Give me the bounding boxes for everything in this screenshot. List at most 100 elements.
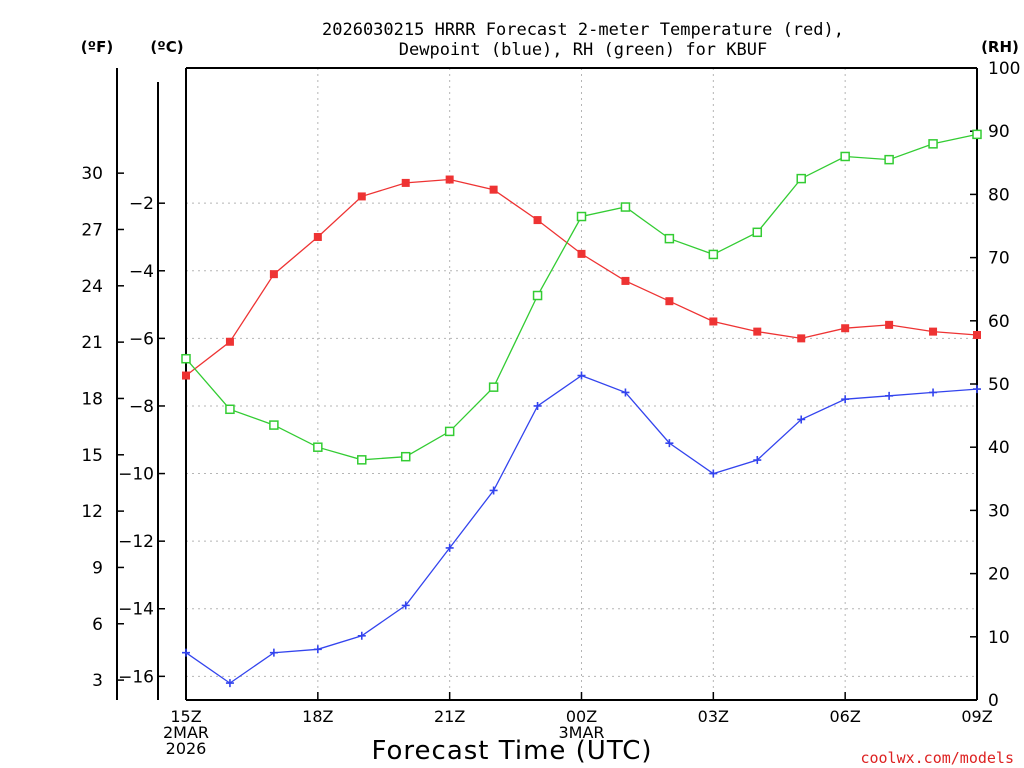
fahrenheit-unit-label: (ºF) xyxy=(81,38,113,56)
rh-point xyxy=(225,404,235,415)
rh-point xyxy=(488,382,499,392)
rh-tick-label: 100 xyxy=(988,59,1020,79)
fahrenheit-tick-label: 27 xyxy=(81,220,103,240)
temperature-point xyxy=(797,334,806,343)
x-tick-label: 2026 xyxy=(166,739,207,758)
fahrenheit-tick-label: 3 xyxy=(92,671,103,691)
rh-tick-label: 0 xyxy=(988,691,999,711)
x-tick-label: 3MAR xyxy=(558,723,604,742)
temperature-point xyxy=(973,330,981,339)
dewpoint-point xyxy=(665,439,674,448)
axes: −16 −14 −12 −10 −8 −6 −4 −2 3 6 9 12 15 18 21 24 27 30 0 10… xyxy=(81,59,1020,758)
temperature-point xyxy=(621,276,630,285)
x-tick-label: 18Z xyxy=(302,707,333,726)
fahrenheit-tick-label: 6 xyxy=(92,615,103,635)
celsius-tick-label: −2 xyxy=(129,194,154,214)
celsius-tick-label: −4 xyxy=(129,262,154,282)
rh-tick-label: 50 xyxy=(988,375,1010,395)
dewpoint-point xyxy=(577,371,586,380)
temperature-point xyxy=(182,371,190,380)
x-tick-label: 06Z xyxy=(830,707,861,726)
celsius-tick-label: −10 xyxy=(118,465,154,485)
chart-title-line-1: 2026030215 HRRR Forecast 2-meter Tempera… xyxy=(322,20,844,40)
rh-point xyxy=(444,426,455,437)
temperature-point xyxy=(269,270,278,279)
dewpoint-point xyxy=(621,388,630,397)
temperature-point xyxy=(533,216,542,225)
fahrenheit-tick-label: 24 xyxy=(81,277,103,297)
temperature-point xyxy=(929,327,938,336)
rh-tick-label: 40 xyxy=(988,438,1010,458)
x-tick-label: 00Z xyxy=(566,707,597,726)
rh-tick-label: 70 xyxy=(988,249,1010,269)
rh-point xyxy=(357,455,367,465)
rh-tick-label: 20 xyxy=(988,565,1010,585)
temperature-point xyxy=(313,232,322,241)
rh-point xyxy=(532,290,543,301)
x-tick-label: 09Z xyxy=(961,707,992,726)
fahrenheit-tick-label: 21 xyxy=(81,333,103,353)
dewpoint-point xyxy=(269,648,278,657)
rh-point xyxy=(181,353,191,364)
fahrenheit-tick-label: 30 xyxy=(81,164,103,184)
gridlines xyxy=(186,68,977,700)
celsius-tick-label: −12 xyxy=(118,532,154,552)
rh-tick-label: 10 xyxy=(988,628,1010,648)
temperature-point xyxy=(489,185,498,194)
temperature-point xyxy=(841,324,850,333)
dewpoint-point xyxy=(533,401,542,410)
temperature-point xyxy=(577,249,586,258)
rh-tick-label: 60 xyxy=(988,312,1010,332)
dewpoint-point xyxy=(313,645,322,654)
rh-point xyxy=(313,442,323,452)
temperature-point xyxy=(401,178,410,187)
dewpoint-point xyxy=(401,601,410,610)
temperature-point xyxy=(445,175,454,184)
rh-point xyxy=(708,249,719,260)
rh-point xyxy=(752,227,763,238)
rh-tick-label: 80 xyxy=(988,185,1010,205)
dewpoint-point xyxy=(797,415,806,424)
rh-point xyxy=(400,451,411,462)
rh-point xyxy=(269,420,279,430)
rh-point xyxy=(664,233,675,244)
rh-unit-label: (RH) xyxy=(981,38,1019,56)
rh-point xyxy=(884,154,894,165)
dewpoint-point xyxy=(182,648,190,657)
dewpoint-point xyxy=(489,486,498,495)
celsius-tick-label: −14 xyxy=(118,600,154,620)
rh-point xyxy=(576,211,587,222)
temperature-point xyxy=(885,320,894,329)
temperature-point xyxy=(357,192,366,201)
dewpoint-point xyxy=(445,543,454,552)
fahrenheit-tick-label: 9 xyxy=(92,558,103,578)
rh-point xyxy=(796,173,806,184)
dewpoint-point xyxy=(929,388,938,397)
watermark: coolwx.com/models xyxy=(860,749,1014,767)
x-tick-label: 03Z xyxy=(698,707,729,726)
dewpoint-point xyxy=(357,631,366,640)
x-axis-label: Forecast Time (UTC) xyxy=(371,736,652,766)
temperature-point xyxy=(709,317,718,326)
celsius-unit-label: (ºC) xyxy=(150,38,183,56)
celsius-tick-label: −8 xyxy=(129,397,154,417)
celsius-tick-label: −16 xyxy=(118,667,154,687)
fahrenheit-tick-label: 15 xyxy=(81,446,103,466)
dewpoint-point xyxy=(225,679,234,688)
temperature-line xyxy=(185,178,978,377)
temperature-point xyxy=(753,327,762,336)
rh-point xyxy=(840,151,850,162)
x-tick-label: 2MAR xyxy=(163,723,209,742)
dewpoint-point xyxy=(973,385,981,394)
temperature-point xyxy=(665,297,674,306)
dewpoint-point xyxy=(709,469,718,478)
dewpoint-point xyxy=(841,395,850,404)
temperature-point xyxy=(225,337,234,346)
rh-tick-label: 90 xyxy=(988,122,1010,142)
chart-title-line-2: Dewpoint (blue), RH (green) for KBUF xyxy=(399,40,767,60)
dewpoint-line xyxy=(185,374,978,684)
dewpoint-point xyxy=(753,456,762,465)
fahrenheit-tick-label: 18 xyxy=(81,389,103,409)
fahrenheit-tick-label: 12 xyxy=(81,502,103,522)
